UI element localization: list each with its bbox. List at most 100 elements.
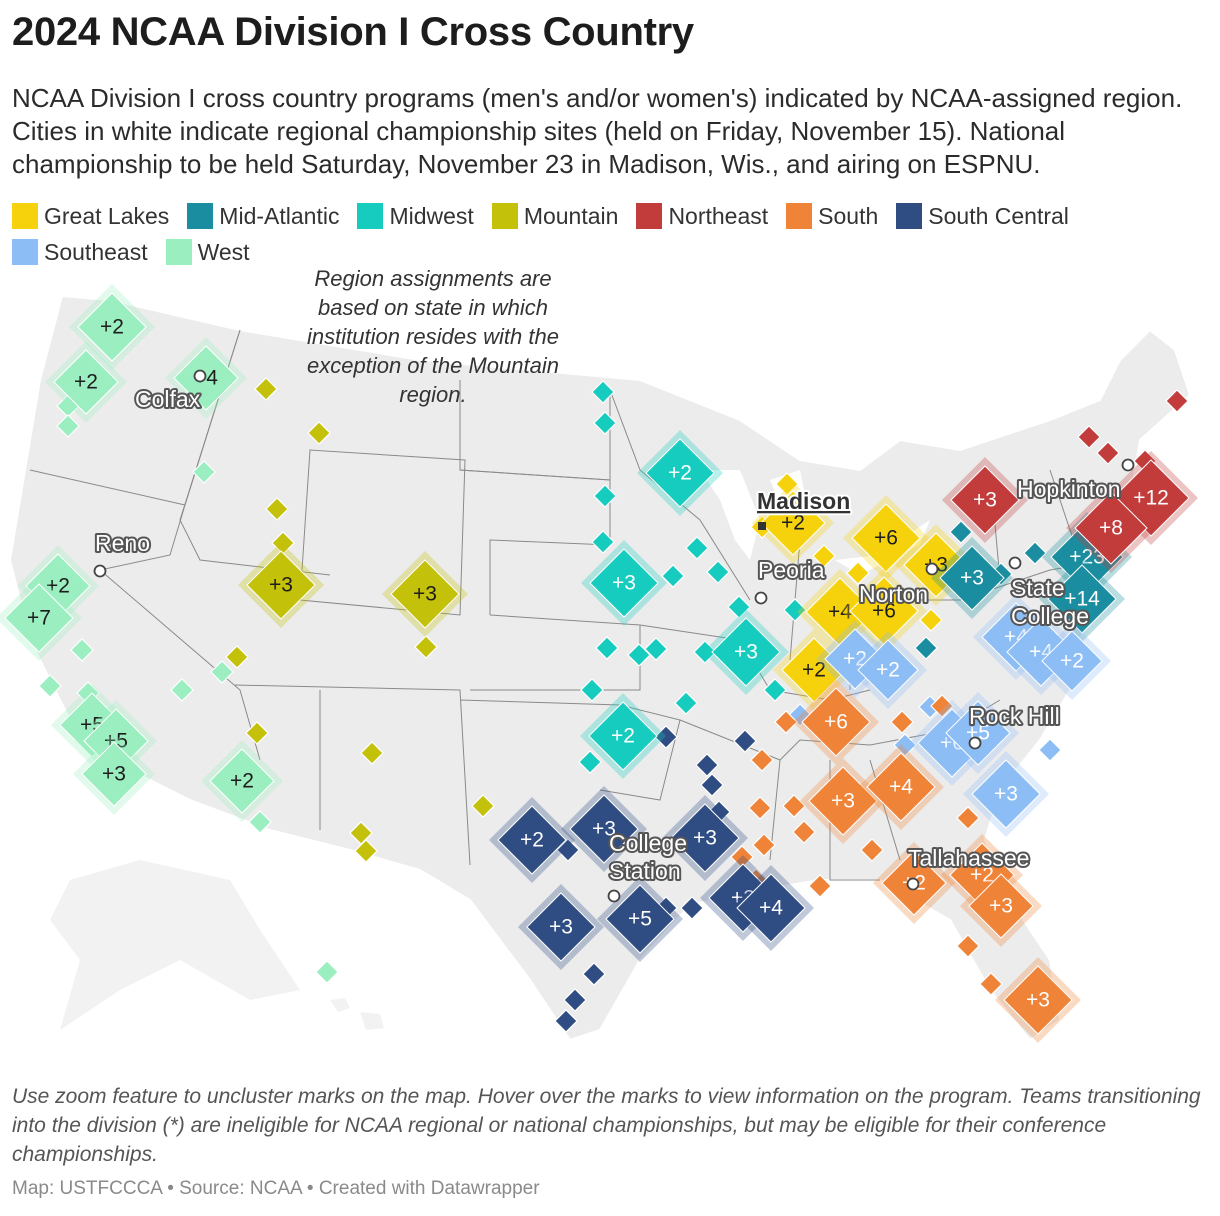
program-mark-south-central[interactable]	[563, 988, 587, 1012]
cluster-core[interactable]	[4, 583, 74, 653]
program-mark-south-central[interactable]	[700, 773, 724, 797]
program-mark-south-central[interactable]	[554, 1009, 578, 1033]
cluster-mark-west[interactable]: +2	[69, 284, 155, 370]
cluster-mark-south-central[interactable]: +3	[518, 884, 604, 970]
cluster-core[interactable]	[645, 438, 715, 508]
program-mark-northeast[interactable]	[1077, 425, 1101, 449]
program-mark-midwest[interactable]	[627, 643, 651, 667]
map[interactable]: +2 +2 +4 +2 +7 +5 +5 +3 +2 +3 +3 +2 +3 +3 +2 +2 +6 +3 +4 +6…	[0, 270, 1220, 1070]
program-mark-south-central[interactable]	[654, 725, 678, 749]
cluster-mark-west[interactable]: +2	[201, 740, 283, 822]
program-mark-south-central[interactable]	[556, 838, 580, 862]
program-mark-west[interactable]	[192, 460, 216, 484]
cluster-mark-south-central[interactable]: +3	[561, 786, 647, 872]
program-mark-midwest[interactable]	[693, 640, 717, 664]
cluster-mark-southeast[interactable]: +5	[937, 692, 1019, 774]
cluster-mark-northeast[interactable]: +8	[1066, 483, 1156, 573]
regional-site-marker[interactable]	[906, 877, 920, 891]
cluster-core[interactable]	[81, 741, 147, 807]
cluster-mark-south[interactable]: +4	[858, 744, 944, 830]
cluster-core[interactable]	[1047, 564, 1117, 634]
cluster-mark-great-lakes[interactable]: +6	[843, 495, 929, 581]
program-mark-southeast[interactable]	[893, 733, 917, 757]
cluster-core[interactable]	[950, 465, 1020, 535]
program-mark-mountain[interactable]	[414, 635, 438, 659]
program-mark-south[interactable]	[792, 820, 816, 844]
cluster-core[interactable]	[497, 805, 567, 875]
cluster-mark-mid-atlantic[interactable]: +14	[1039, 556, 1125, 642]
cluster-core[interactable]	[569, 794, 639, 864]
program-mark-mid-atlantic[interactable]	[1023, 541, 1047, 565]
cluster-core[interactable]	[968, 873, 1034, 939]
regional-site-marker[interactable]	[193, 369, 207, 383]
program-mark-midwest[interactable]	[580, 678, 604, 702]
program-mark-west[interactable]	[38, 674, 62, 698]
program-mark-great-lakes[interactable]	[846, 561, 870, 585]
cluster-core[interactable]	[670, 803, 740, 873]
program-mark-south[interactable]	[750, 748, 774, 772]
program-mark-midwest[interactable]	[593, 484, 617, 508]
program-mark-midwest[interactable]	[763, 678, 787, 702]
program-mark-south[interactable]	[890, 710, 914, 734]
program-mark-midwest[interactable]	[578, 750, 602, 774]
program-mark-west[interactable]	[210, 660, 234, 684]
cluster-mark-mid-atlantic[interactable]: +3	[931, 537, 1013, 619]
program-mark-mountain[interactable]	[245, 721, 269, 745]
cluster-mark-northeast[interactable]: +3	[942, 457, 1028, 543]
cluster-core[interactable]	[526, 892, 596, 962]
program-mark-south[interactable]	[956, 806, 980, 830]
program-mark-mid-atlantic[interactable]	[914, 636, 938, 660]
cluster-mark-southeast[interactable]: +2	[849, 631, 927, 709]
program-mark-south[interactable]	[808, 874, 832, 898]
program-mark-west[interactable]	[70, 638, 94, 662]
program-mark-northeast[interactable]	[1096, 441, 1120, 465]
cluster-core[interactable]	[53, 349, 119, 415]
cluster-mark-west[interactable]: +2	[45, 341, 127, 423]
program-mark-midwest[interactable]	[593, 411, 617, 435]
program-mark-midwest[interactable]	[595, 636, 619, 660]
program-mark-south-central[interactable]	[695, 753, 719, 777]
program-mark-south-central[interactable]	[582, 962, 606, 986]
program-mark-south[interactable]	[748, 796, 772, 820]
regional-site-marker[interactable]	[968, 736, 982, 750]
cluster-core[interactable]	[246, 550, 316, 620]
program-mark-south[interactable]	[752, 833, 776, 857]
cluster-core[interactable]	[866, 752, 936, 822]
cluster-core[interactable]	[1074, 491, 1148, 565]
program-mark-south[interactable]	[956, 934, 980, 958]
program-mark-mountain[interactable]	[265, 497, 289, 521]
program-mark-midwest[interactable]	[685, 536, 709, 560]
program-mark-mountain[interactable]	[349, 821, 373, 845]
cluster-mark-midwest[interactable]: +2	[637, 430, 723, 516]
regional-site-marker[interactable]	[1008, 556, 1022, 570]
program-mark-mountain[interactable]	[354, 839, 378, 863]
cluster-core[interactable]	[857, 639, 919, 701]
program-mark-southeast[interactable]	[1038, 738, 1062, 762]
cluster-core[interactable]	[939, 545, 1005, 611]
host-site-marker[interactable]	[758, 522, 766, 530]
program-mark-mountain[interactable]	[307, 421, 331, 445]
cluster-core[interactable]	[1041, 630, 1103, 692]
program-mark-great-lakes[interactable]	[775, 472, 799, 496]
program-mark-midwest[interactable]	[727, 595, 751, 619]
program-mark-south-central[interactable]	[680, 896, 704, 920]
regional-site-marker[interactable]	[754, 591, 768, 605]
program-mark-mid-atlantic[interactable]	[949, 520, 973, 544]
program-mark-great-lakes[interactable]	[812, 544, 836, 568]
program-marks[interactable]	[38, 377, 1189, 1033]
cluster-mark-south[interactable]: +3	[960, 865, 1042, 947]
program-mark-south[interactable]	[930, 694, 954, 718]
cluster-core[interactable]	[711, 617, 781, 687]
cluster-mark-midwest[interactable]: +2	[580, 693, 666, 779]
program-mark-midwest[interactable]	[706, 560, 730, 584]
cluster-core[interactable]	[736, 873, 806, 943]
cluster-core[interactable]	[971, 759, 1041, 829]
cluster-core[interactable]	[390, 559, 460, 629]
cluster-mark-great-lakes[interactable]: +4	[797, 569, 883, 655]
program-mark-great-lakes[interactable]	[919, 608, 943, 632]
program-mark-west[interactable]	[170, 678, 194, 702]
cluster-core[interactable]	[808, 766, 878, 836]
program-mark-south[interactable]	[774, 710, 798, 734]
cluster-mark-west[interactable]: +3	[73, 733, 155, 815]
program-mark-west[interactable]	[56, 414, 80, 438]
